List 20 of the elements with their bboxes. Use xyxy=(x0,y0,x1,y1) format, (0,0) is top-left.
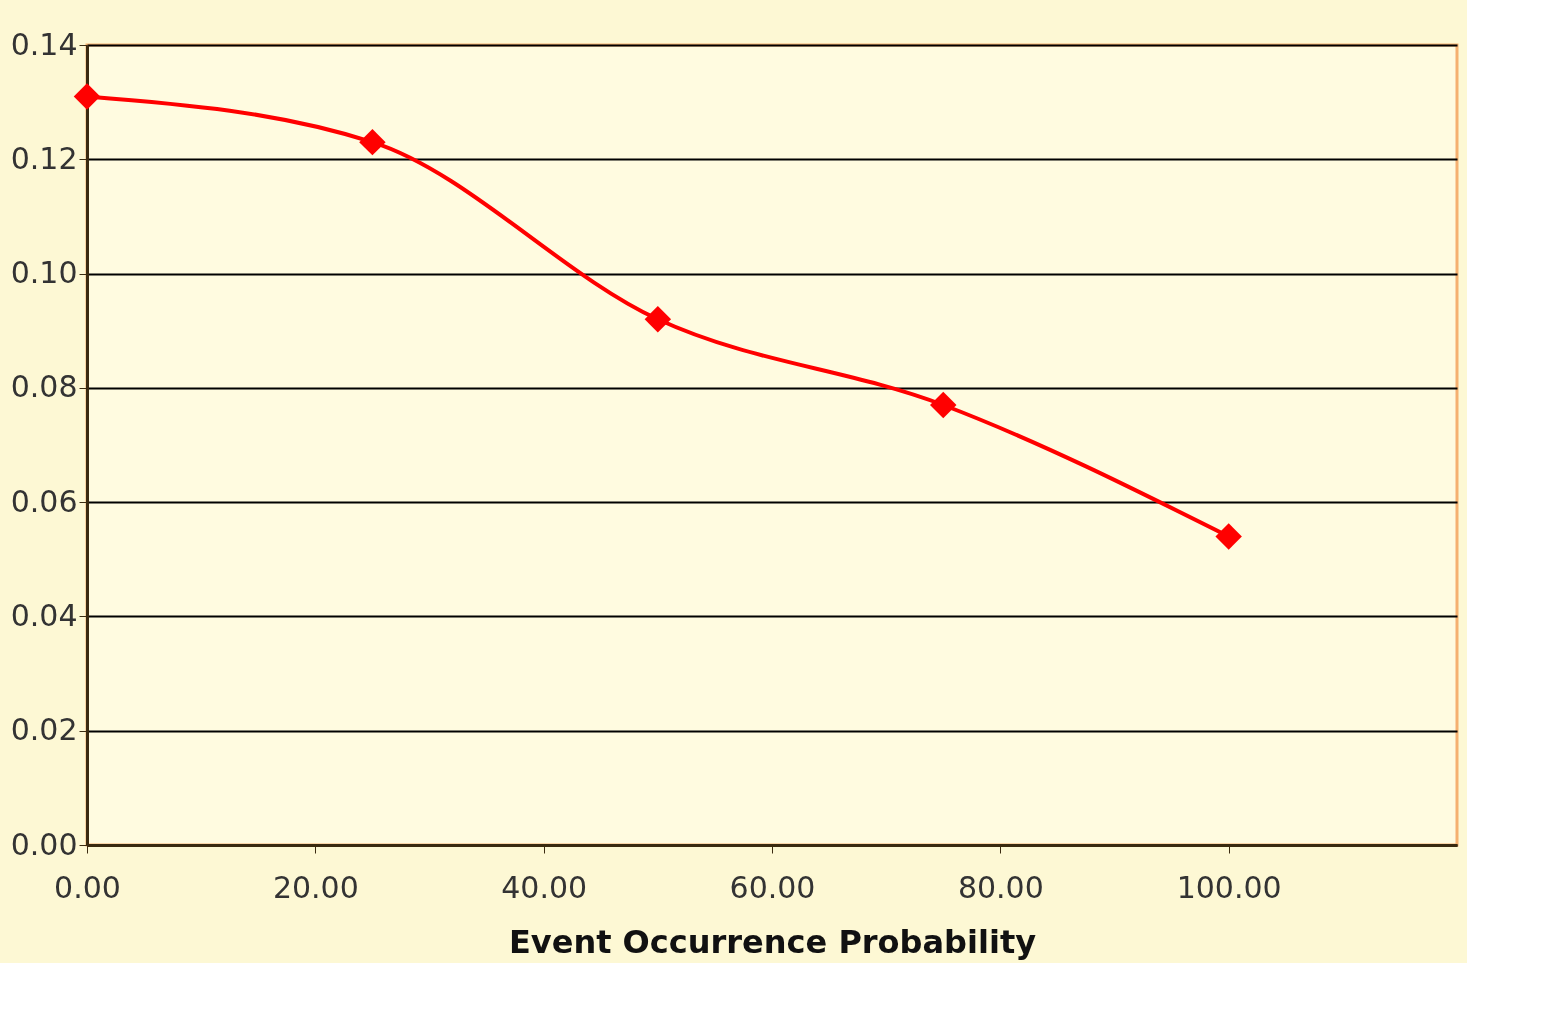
y-tick-label: 0.04 xyxy=(10,597,78,633)
point xyxy=(1215,523,1242,550)
y-tick-label: 0.10 xyxy=(10,255,78,291)
y-tick-label: 0.14 xyxy=(10,26,78,62)
point xyxy=(359,128,386,156)
point xyxy=(644,306,672,333)
point xyxy=(73,83,101,110)
x-tick-label: 80.00 xyxy=(957,869,1044,905)
x-tick-label: 40.00 xyxy=(501,869,588,905)
x-axis-title: Event Occurrence Probability xyxy=(508,922,1037,961)
x-tick-label: 100.00 xyxy=(1176,869,1282,905)
y-tick-label: 0.08 xyxy=(10,369,78,405)
y-tick-label: 0.12 xyxy=(10,140,78,176)
x-tick-label: 20.00 xyxy=(272,869,359,905)
y-tick-label: 0.06 xyxy=(10,483,78,519)
y-tick-label: 0.02 xyxy=(10,712,78,748)
y-tick-label: 0.00 xyxy=(10,826,78,862)
x-tick-label: 0.00 xyxy=(54,869,121,905)
point xyxy=(930,391,957,419)
x-tick-label: 60.00 xyxy=(729,869,816,905)
